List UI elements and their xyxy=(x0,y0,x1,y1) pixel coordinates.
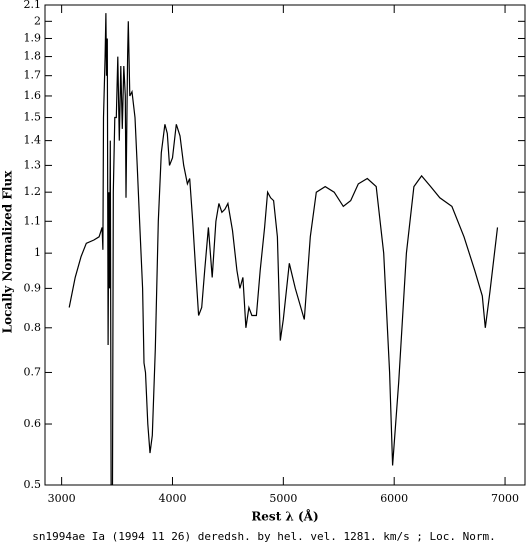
x-tick-label: 7000 xyxy=(491,492,519,505)
y-tick-label: 0.6 xyxy=(24,417,42,430)
y-tick-label: 2 xyxy=(34,14,41,27)
y-tick-label: 1.1 xyxy=(24,214,42,227)
y-tick-label: 1.4 xyxy=(24,134,42,147)
y-tick-label: 1 xyxy=(34,246,41,259)
x-tick-label: 3000 xyxy=(48,492,76,505)
y-tick-label: 0.5 xyxy=(24,478,42,491)
x-axis-title: Rest λ (Å) xyxy=(251,509,318,524)
y-tick-label: 1.2 xyxy=(24,185,42,198)
y-tick-label: 1.5 xyxy=(24,111,42,124)
x-tick-label: 5000 xyxy=(269,492,297,505)
plot-frame xyxy=(44,4,526,486)
y-tick-label: 1.7 xyxy=(24,69,42,82)
y-tick-label: 1.9 xyxy=(24,31,42,44)
caption: sn1994ae Ia (1994 11 26) deredsh. by hel… xyxy=(32,530,496,543)
y-tick-label: 1.8 xyxy=(24,50,42,63)
y-tick-label: 0.9 xyxy=(24,281,42,294)
x-tick-label: 6000 xyxy=(380,492,408,505)
plot-area xyxy=(68,13,499,485)
spectrum-line xyxy=(68,13,499,485)
y-tick-label: 1.3 xyxy=(24,158,42,171)
x-tick-label: 4000 xyxy=(158,492,186,505)
y-tick-label: 2.1 xyxy=(24,0,42,11)
y-tick-label: 0.7 xyxy=(24,365,42,378)
y-tick-label: 0.8 xyxy=(24,321,42,334)
y-axis-title: Locally Normalized Flux xyxy=(1,170,15,333)
y-tick-label: 1.6 xyxy=(24,89,42,102)
